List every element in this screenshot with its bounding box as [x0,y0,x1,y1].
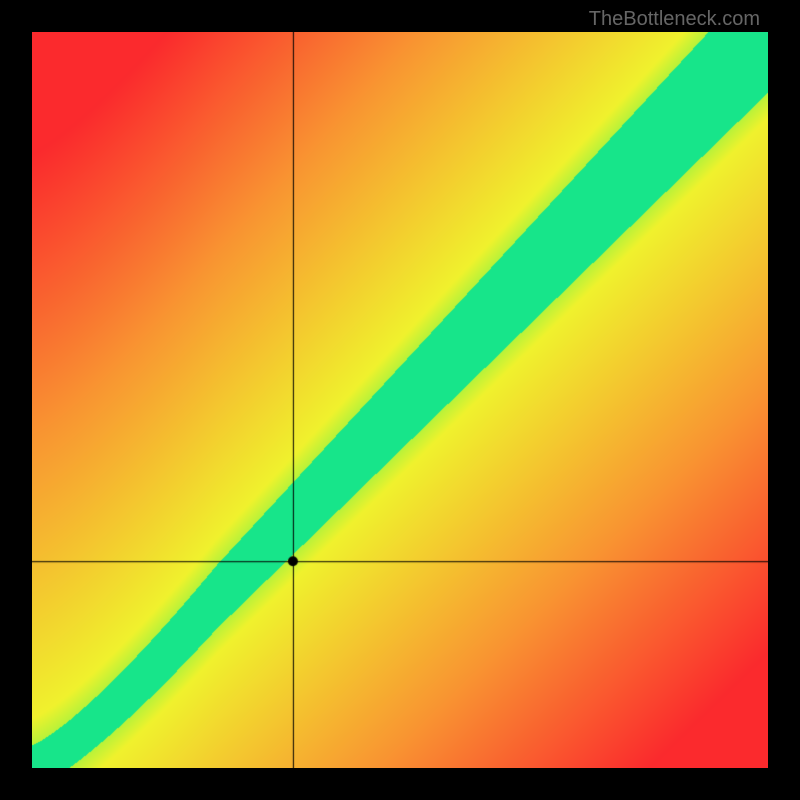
heatmap-canvas [32,32,768,768]
watermark-text: TheBottleneck.com [589,8,760,31]
chart-container: TheBottleneck.com [0,0,800,800]
heatmap-area [32,32,768,768]
